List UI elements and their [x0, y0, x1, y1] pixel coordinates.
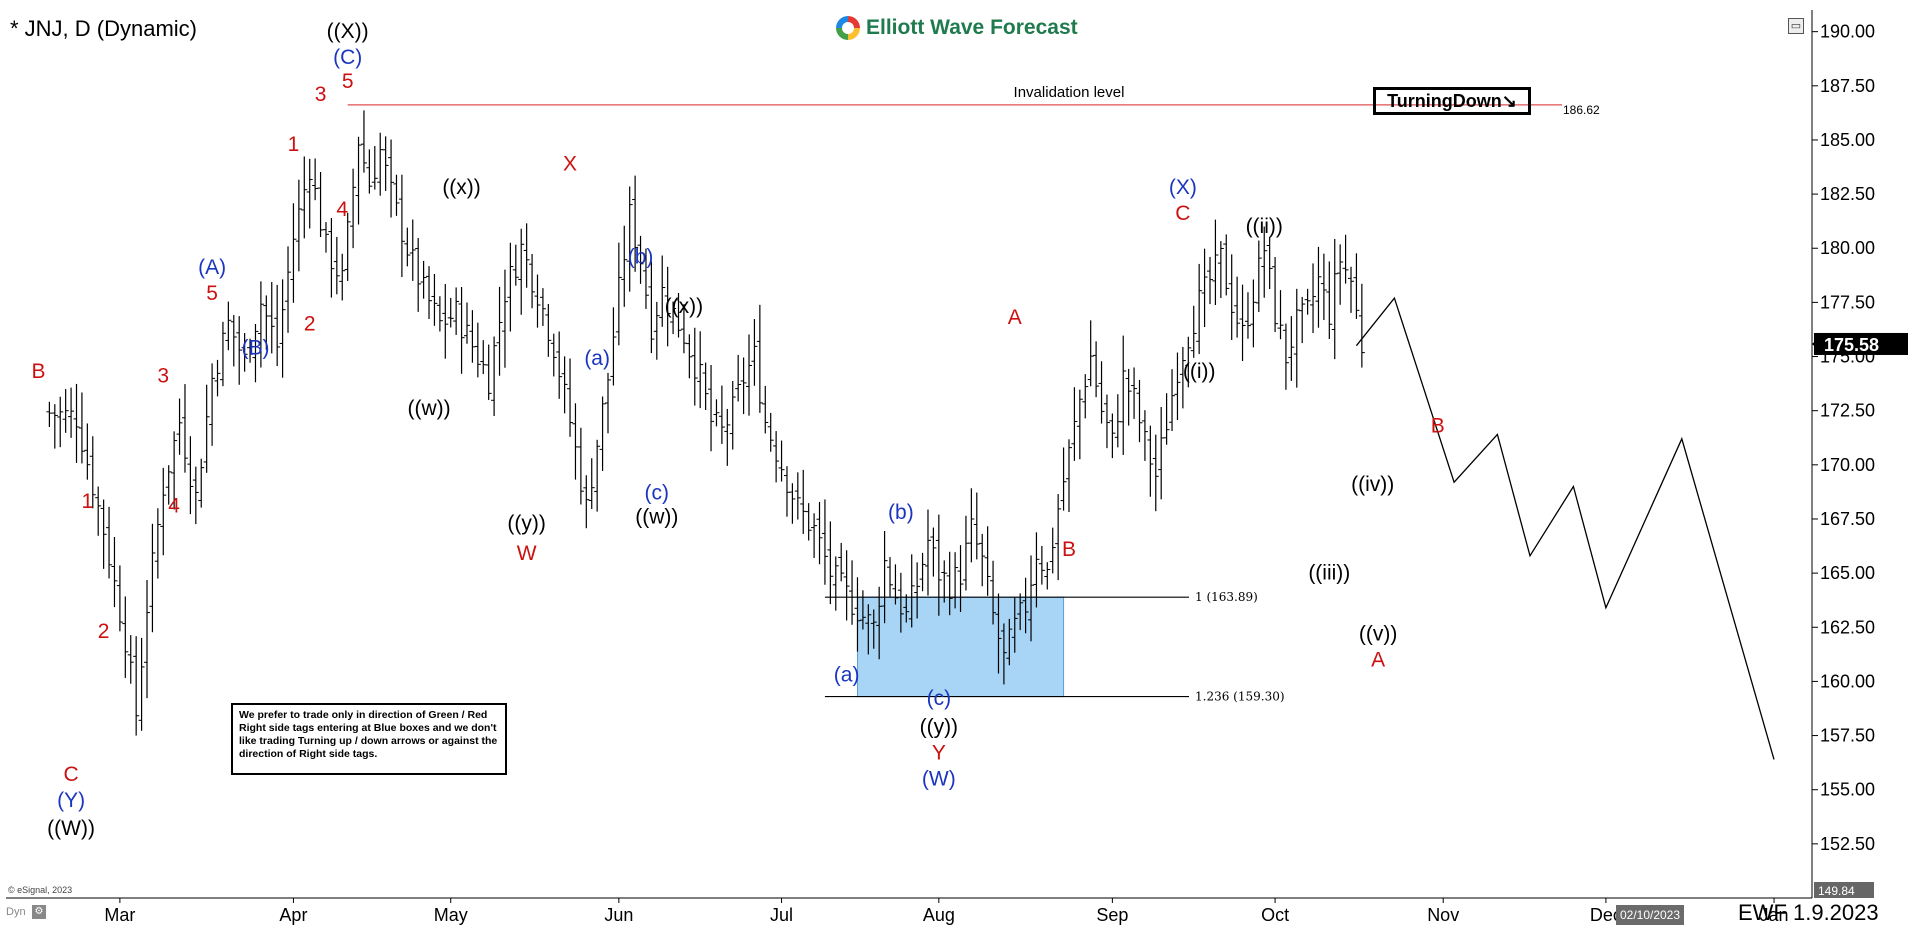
wave-label: (Y) — [57, 789, 85, 812]
wave-label: ((x)) — [442, 176, 480, 199]
wave-label: (A) — [198, 256, 226, 279]
wave-label: (b) — [888, 501, 914, 524]
turning-down-arrow-icon: ↘ — [1501, 90, 1517, 111]
y-tick-label: 172.50 — [1820, 401, 1875, 421]
wave-label: (W) — [922, 767, 956, 790]
x-tick-label: Mar — [104, 905, 135, 925]
copyright: © eSignal, 2023 — [8, 885, 73, 895]
wave-label: 3 — [315, 83, 327, 106]
y-tick-label: 162.50 — [1820, 617, 1875, 637]
wave-label: ((X)) — [327, 20, 369, 43]
right-side-tag-label: TurningDown — [1387, 90, 1502, 111]
ewf-date-tag: EWF 1.9.2023 — [1738, 900, 1879, 925]
fib-level-label: 1.236 (159.30) — [1195, 690, 1285, 704]
y-tick-label: 187.50 — [1820, 76, 1875, 96]
y-tick-label: 165.00 — [1820, 563, 1875, 583]
dynamic-label: Dyn — [6, 906, 26, 918]
dynamic-settings-icon[interactable]: ⚙ — [32, 905, 46, 919]
y-tick-label: 157.50 — [1820, 726, 1875, 746]
y-tick-label: 155.00 — [1820, 780, 1875, 800]
wave-label: 1 — [82, 490, 94, 513]
wave-label: W — [517, 542, 537, 565]
wave-label: (B) — [241, 336, 269, 359]
wave-label: ((iii)) — [1308, 562, 1350, 585]
wave-label: 5 — [342, 70, 354, 93]
wave-label: ((w)) — [635, 505, 678, 528]
cursor-date: 02/10/2023 — [1616, 905, 1684, 925]
y-tick-label: 170.00 — [1820, 455, 1875, 475]
wave-label: ((y)) — [920, 715, 958, 738]
wave-label: ((w)) — [407, 397, 450, 420]
wave-label: ((W)) — [47, 817, 95, 840]
y-tick-label: 167.50 — [1820, 509, 1875, 529]
wave-label: ((v)) — [1359, 622, 1397, 645]
y-tick-label: 190.00 — [1820, 22, 1875, 42]
brand-name: Elliott Wave Forecast — [866, 16, 1078, 39]
wave-label: (c) — [645, 481, 670, 504]
window-restore-icon[interactable]: ▭ — [1788, 18, 1804, 34]
projection-path — [1355, 296, 1775, 760]
wave-label: ((i)) — [1183, 360, 1216, 383]
last-price-marker — [1814, 332, 1908, 355]
wave-label: A — [1008, 306, 1022, 329]
last-price-pointer — [1812, 336, 1820, 351]
y-tick-label: 160.00 — [1820, 671, 1875, 691]
wave-label: B — [1431, 414, 1445, 437]
x-tick-label: Nov — [1427, 905, 1459, 925]
bottom-price-marker — [1814, 882, 1874, 898]
wave-label: C — [1175, 202, 1190, 225]
x-tick-label: Sep — [1096, 905, 1128, 925]
wave-label: 3 — [157, 365, 169, 388]
wave-label: 4 — [336, 198, 348, 221]
wave-label: B — [1062, 538, 1076, 561]
x-tick-label: Jun — [604, 905, 633, 925]
wave-label: (X) — [1169, 176, 1197, 199]
wave-label: 2 — [304, 313, 316, 336]
ewf-logo-icon — [836, 16, 860, 40]
trading-note: We prefer to trade only in direction of … — [231, 703, 507, 775]
chart-title: * JNJ, D (Dynamic) — [10, 16, 198, 41]
y-tick-label: 177.50 — [1820, 292, 1875, 312]
wave-label: ((ii)) — [1246, 215, 1283, 238]
wave-label: C — [63, 763, 78, 786]
right-side-tag: TurningDown ↘ — [1373, 87, 1531, 115]
x-tick-label: Jan — [1760, 905, 1789, 925]
wave-label: ((iv)) — [1351, 473, 1394, 496]
wave-label: A — [1371, 648, 1385, 671]
wave-label: Y — [932, 741, 946, 764]
wave-label: ((y)) — [507, 512, 545, 535]
y-tick-label: 185.00 — [1820, 130, 1875, 150]
wave-label: 5 — [206, 282, 218, 305]
invalidation-price: 186.62 — [1563, 103, 1600, 117]
wave-label: (b) — [628, 245, 654, 268]
bottom-price-label: 149.84 — [1818, 884, 1855, 898]
x-tick-label: Apr — [279, 905, 307, 925]
wave-label: 4 — [168, 494, 180, 517]
x-tick-label: Oct — [1261, 905, 1289, 925]
fib-level-label: 1 (163.89) — [1195, 590, 1258, 604]
brand-logo: Elliott Wave Forecast — [836, 16, 1078, 40]
wave-label: ((x)) — [665, 295, 703, 318]
y-tick-label: 182.50 — [1820, 184, 1875, 204]
y-tick-label: 152.50 — [1820, 834, 1875, 854]
wave-label: 2 — [98, 620, 110, 643]
x-tick-label: Dec — [1590, 905, 1622, 925]
wave-label: (c) — [927, 687, 952, 710]
wave-label: X — [563, 152, 577, 175]
y-tick-label: 180.00 — [1820, 238, 1875, 258]
x-tick-label: Aug — [923, 905, 955, 925]
wave-label: B — [32, 360, 46, 383]
x-tick-label: May — [434, 905, 468, 925]
invalidation-label: Invalidation level — [1014, 84, 1125, 101]
wave-label: (a) — [834, 663, 860, 686]
wave-label: (a) — [584, 347, 610, 370]
blue-box — [856, 596, 1065, 698]
wave-label: (C) — [333, 46, 362, 69]
last-price-label: 175.58 — [1824, 335, 1879, 355]
x-tick-label: Jul — [770, 905, 793, 925]
wave-label: 1 — [288, 133, 300, 156]
